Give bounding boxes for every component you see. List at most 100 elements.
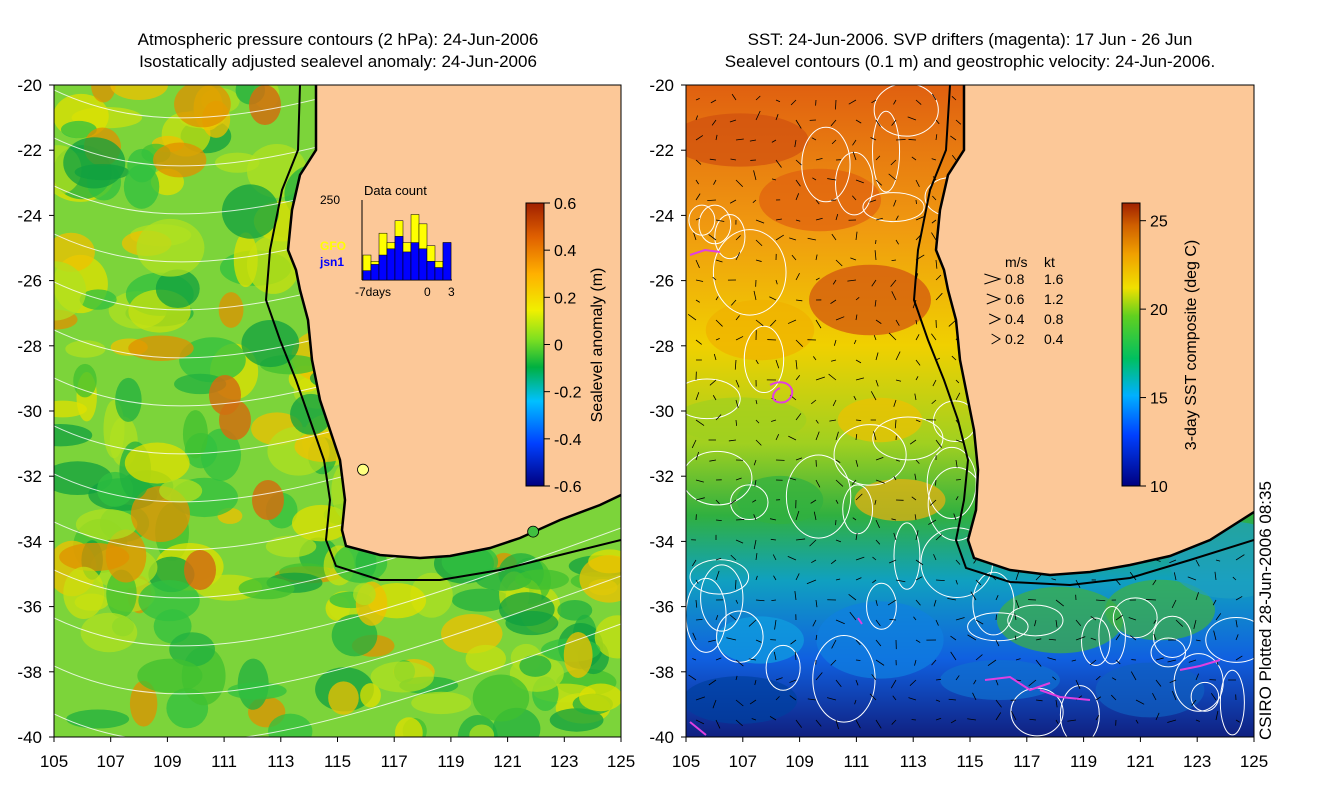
x-tick-label: 109: [153, 752, 181, 771]
velocity-arrow: [835, 479, 844, 487]
velocity-arrow: [950, 719, 957, 724]
velocity-arrow: [707, 199, 717, 201]
drifter-track: [857, 617, 863, 625]
velocity-arrow: [1047, 657, 1057, 661]
velocity-arrow: [935, 678, 942, 681]
anomaly-patch: [169, 632, 216, 667]
anomaly-patch: [227, 682, 287, 700]
velocity-arrow: [995, 639, 1000, 647]
x-tick-label: 105: [40, 752, 68, 771]
velocity-arrow: [950, 135, 957, 141]
sealevel-contour: [686, 450, 753, 506]
velocity-arrow: [855, 639, 861, 646]
anomaly-patch: [451, 588, 511, 612]
velocity-arrow: [874, 299, 877, 307]
velocity-arrow: [735, 539, 744, 544]
velocity-arrow: [855, 493, 863, 501]
inset-bars: [362, 214, 452, 281]
velocity-arrow: [830, 659, 837, 666]
velocity-arrow: [895, 459, 900, 462]
velocity-arrow: [874, 250, 877, 261]
velocity-arrow: [935, 259, 938, 269]
y-tick-label: -30: [649, 402, 674, 421]
velocity-arrow: [835, 539, 842, 543]
velocity-arrow: [812, 619, 817, 627]
velocity-arrow: [890, 679, 897, 689]
velocity-arrow: [955, 459, 958, 468]
sst-patch: [816, 601, 944, 679]
anomaly-patch: [557, 599, 593, 621]
velocity-arrow: [854, 699, 857, 705]
velocity-arrow: [710, 99, 717, 104]
velocity-arrow: [1115, 614, 1123, 621]
anomaly-patch: [153, 142, 207, 178]
velocity-arrow: [730, 158, 737, 161]
anomaly-patch: [563, 631, 593, 678]
inset-x-label-zero: 0: [424, 285, 431, 299]
velocity-arrow: [973, 679, 977, 685]
sealevel-contour: [1205, 616, 1254, 663]
velocity-arrow: [911, 156, 917, 161]
velocity-arrow: [755, 110, 761, 121]
velocity-arrow: [1055, 619, 1058, 628]
velocity-arrow: [1011, 711, 1017, 721]
velocity-arrow: [889, 618, 897, 621]
velocity-arrow: [795, 159, 802, 166]
velocity-arrow: [987, 659, 997, 666]
velocity-arrow: [815, 431, 820, 441]
velocity-arrow: [948, 698, 957, 701]
velocity-arrow: [715, 319, 723, 327]
right-title-line1: SST: 24-Jun-2006. SVP drifters (magenta)…: [747, 30, 1193, 49]
velocity-arrow: [695, 159, 702, 165]
velocity-arrow: [830, 359, 837, 362]
velocity-arrow: [911, 496, 917, 501]
right-land: [936, 85, 1254, 575]
velocity-arrow: [772, 554, 777, 561]
x-tick-label: 109: [785, 752, 813, 771]
drifter-track: [769, 381, 794, 404]
velocity-arrow: [695, 419, 705, 426]
velocity-arrow: [855, 679, 859, 686]
velocity-arrow: [855, 377, 865, 381]
colorbar-tick-label: 10: [1150, 479, 1168, 496]
colorbar-tick-label: 0.2: [554, 290, 576, 307]
velocity-arrow: [752, 199, 757, 203]
sealevel-contour: [1098, 606, 1126, 665]
velocity-arrow: [695, 193, 701, 201]
velocity-arrow: [915, 559, 924, 566]
velocity-arrow: [729, 499, 737, 505]
velocity-arrow: [695, 451, 700, 461]
velocity-arrow: [1155, 679, 1162, 687]
velocity-arrow: [735, 179, 744, 188]
sealevel-contour: [866, 582, 897, 630]
left-colorbar-ticks: 0.6 0.4 0.2 0 -0.2 -0.4 -0.6: [544, 196, 582, 496]
velocity-legend-ms: 0.6: [1005, 291, 1025, 307]
jsn1-bar: [402, 251, 412, 281]
svp-drifter-tracks: [689, 248, 1221, 736]
velocity-arrow: [967, 634, 977, 641]
velocity-arrow: [1035, 638, 1042, 641]
velocity-arrow: [933, 599, 937, 607]
right-colorbar-ramp: [1121, 202, 1141, 487]
velocity-arrow: [849, 611, 857, 621]
velocity-arrow: [955, 496, 959, 501]
velocity-arrow: [1015, 658, 1021, 661]
velocity-arrow: [775, 159, 782, 168]
velocity-arrow: [735, 659, 744, 667]
anomaly-patch: [182, 410, 208, 459]
velocity-arrow: [915, 530, 919, 541]
velocity-arrow: [1152, 692, 1157, 701]
velocity-arrow: [847, 279, 857, 282]
velocity-arrow: [810, 499, 817, 504]
velocity-legend-arrow: [984, 273, 1002, 285]
velocity-arrow: [835, 679, 842, 688]
velocity-arrow: [1195, 719, 1200, 722]
velocity-arrow: [726, 637, 737, 641]
velocity-arrow: [1075, 679, 1081, 689]
velocity-arrow: [1034, 619, 1037, 627]
velocity-arrow: [815, 479, 821, 488]
velocity-arrow: [788, 435, 797, 441]
velocity-arrow: [915, 599, 921, 606]
velocity-arrow: [895, 379, 902, 382]
velocity-arrow: [775, 359, 780, 369]
